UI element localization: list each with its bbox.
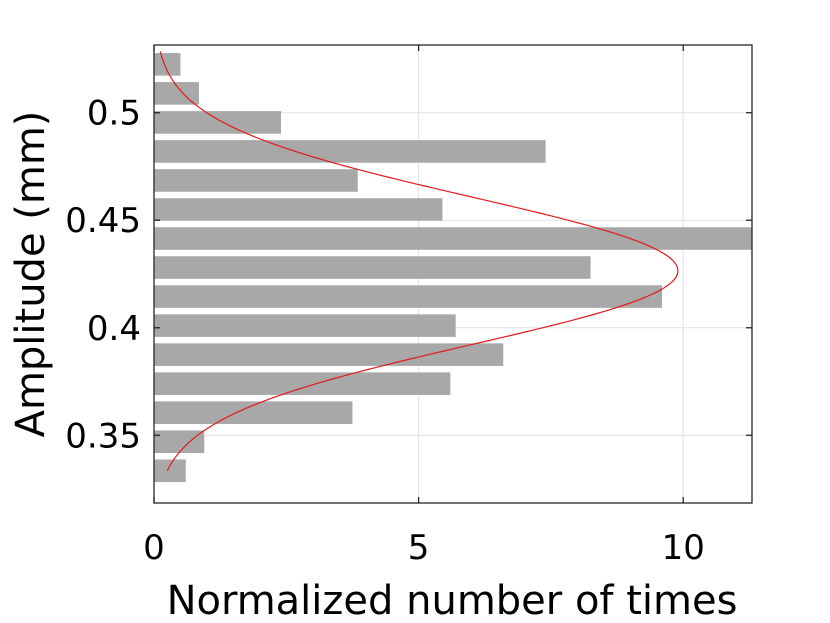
axes [153, 44, 753, 504]
bar [154, 140, 546, 163]
x-axis-label: Normalized number of times [167, 578, 738, 623]
bar [154, 227, 752, 250]
bar [154, 111, 282, 134]
bar [154, 169, 358, 192]
y-tick-label: 0.5 [87, 94, 141, 134]
bar [154, 372, 451, 395]
bar [154, 343, 504, 366]
y-tick-label: 0.4 [87, 309, 141, 349]
y-tick-labels: 0.35 0.4 0.45 0.5 [65, 94, 141, 457]
bar [154, 198, 443, 221]
bar [154, 256, 591, 279]
fit-curve-group [159, 51, 679, 472]
x-tick-label: 0 [143, 528, 165, 568]
bar [154, 401, 353, 424]
x-tick-label: 10 [662, 528, 705, 568]
bars [154, 53, 752, 483]
bar [154, 430, 205, 454]
y-axis-label: Amplitude (mm) [8, 111, 54, 438]
fit-curve [159, 51, 679, 472]
bar [154, 53, 181, 76]
x-tick-label: 5 [408, 528, 430, 568]
bar [154, 285, 663, 308]
bar [154, 314, 456, 337]
plot-frame [153, 44, 753, 504]
bar [154, 82, 199, 105]
y-tick-label: 0.45 [65, 201, 141, 241]
x-tick-labels: 0 5 10 [143, 528, 705, 568]
bar [154, 459, 186, 483]
y-tick-label: 0.35 [65, 416, 141, 456]
